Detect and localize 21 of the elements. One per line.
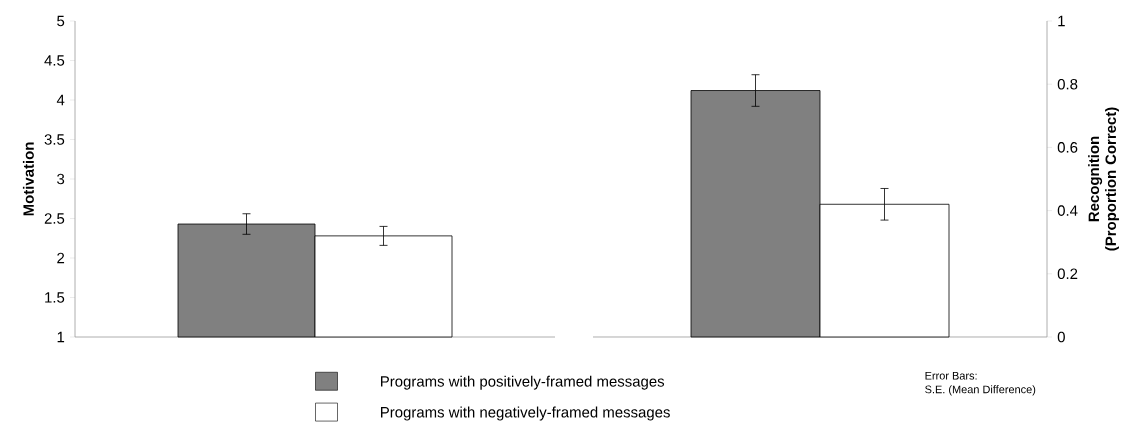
y-axis-title: Recognition (Proportion Correct) bbox=[1088, 107, 1119, 251]
y-tick-label: 1 bbox=[1058, 15, 1065, 27]
y-tick-label: 0.8 bbox=[1057, 78, 1078, 90]
y-tick-label: 0.4 bbox=[1057, 205, 1078, 216]
y-tick-label: 0.6 bbox=[1057, 142, 1078, 153]
y-tick-label: 4.5 bbox=[44, 55, 65, 66]
y-tick-label: 5 bbox=[57, 15, 65, 27]
y-tick-label: 0 bbox=[1057, 331, 1065, 343]
y-axis-title: Motivation bbox=[22, 142, 34, 216]
y-tick-label: 2.5 bbox=[44, 213, 65, 224]
text: S.E. (Mean Difference) bbox=[925, 385, 1036, 396]
text: Error Bars: bbox=[925, 371, 977, 380]
text: Programs with negatively-framed messages bbox=[381, 406, 670, 421]
y-tick-label: 3.5 bbox=[44, 134, 65, 145]
y-tick-label: 0.2 bbox=[1057, 268, 1078, 280]
y-tick-label: 1 bbox=[57, 331, 65, 343]
y-tick-label: 4 bbox=[56, 94, 65, 106]
y-tick-label: 2 bbox=[57, 252, 65, 264]
y-tick-label: 1.5 bbox=[45, 292, 65, 303]
text: Programs with positively-framed messages bbox=[381, 375, 665, 390]
y-tick-label: 3 bbox=[57, 173, 65, 185]
